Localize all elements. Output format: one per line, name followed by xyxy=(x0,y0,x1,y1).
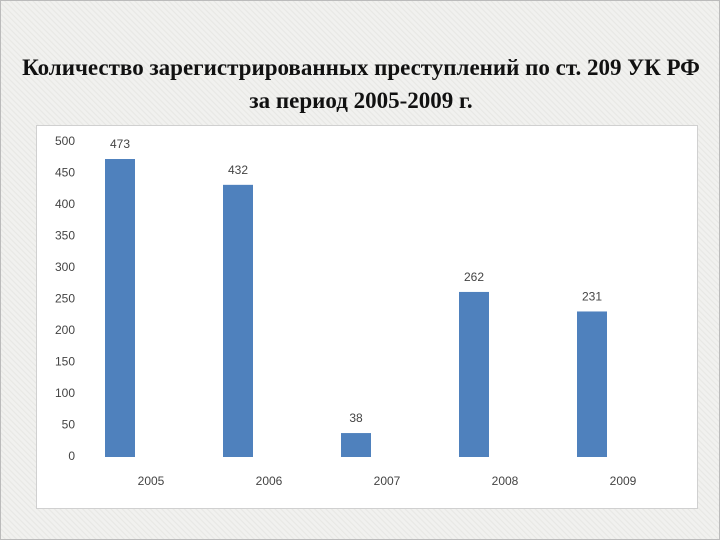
x-tick-label: 2009 xyxy=(610,474,637,488)
data-label: 38 xyxy=(349,411,363,425)
y-tick-label: 150 xyxy=(55,355,75,369)
y-tick-label: 450 xyxy=(55,166,75,180)
data-label: 231 xyxy=(582,290,602,304)
y-tick-label: 400 xyxy=(55,197,75,211)
y-tick-label: 100 xyxy=(55,386,75,400)
y-tick-label: 0 xyxy=(68,449,75,463)
bar xyxy=(459,291,489,457)
y-tick-label: 300 xyxy=(55,260,75,274)
bar xyxy=(341,433,371,457)
x-tick-label: 2007 xyxy=(374,474,401,488)
y-tick-label: 350 xyxy=(55,229,75,243)
x-tick-label: 2005 xyxy=(138,474,165,488)
data-label: 473 xyxy=(110,137,130,151)
y-tick-label: 200 xyxy=(55,323,75,337)
y-tick-label: 50 xyxy=(62,418,76,432)
bar xyxy=(223,184,253,457)
y-tick-label: 250 xyxy=(55,292,75,306)
x-tick-label: 2008 xyxy=(492,474,519,488)
bar xyxy=(105,159,135,457)
x-tick-label: 2006 xyxy=(256,474,283,488)
chart-title: Количество зарегистрированных преступлен… xyxy=(22,55,700,113)
bar xyxy=(577,311,607,457)
y-tick-label: 500 xyxy=(55,134,75,148)
data-label: 262 xyxy=(464,270,484,284)
data-label: 432 xyxy=(228,163,248,177)
